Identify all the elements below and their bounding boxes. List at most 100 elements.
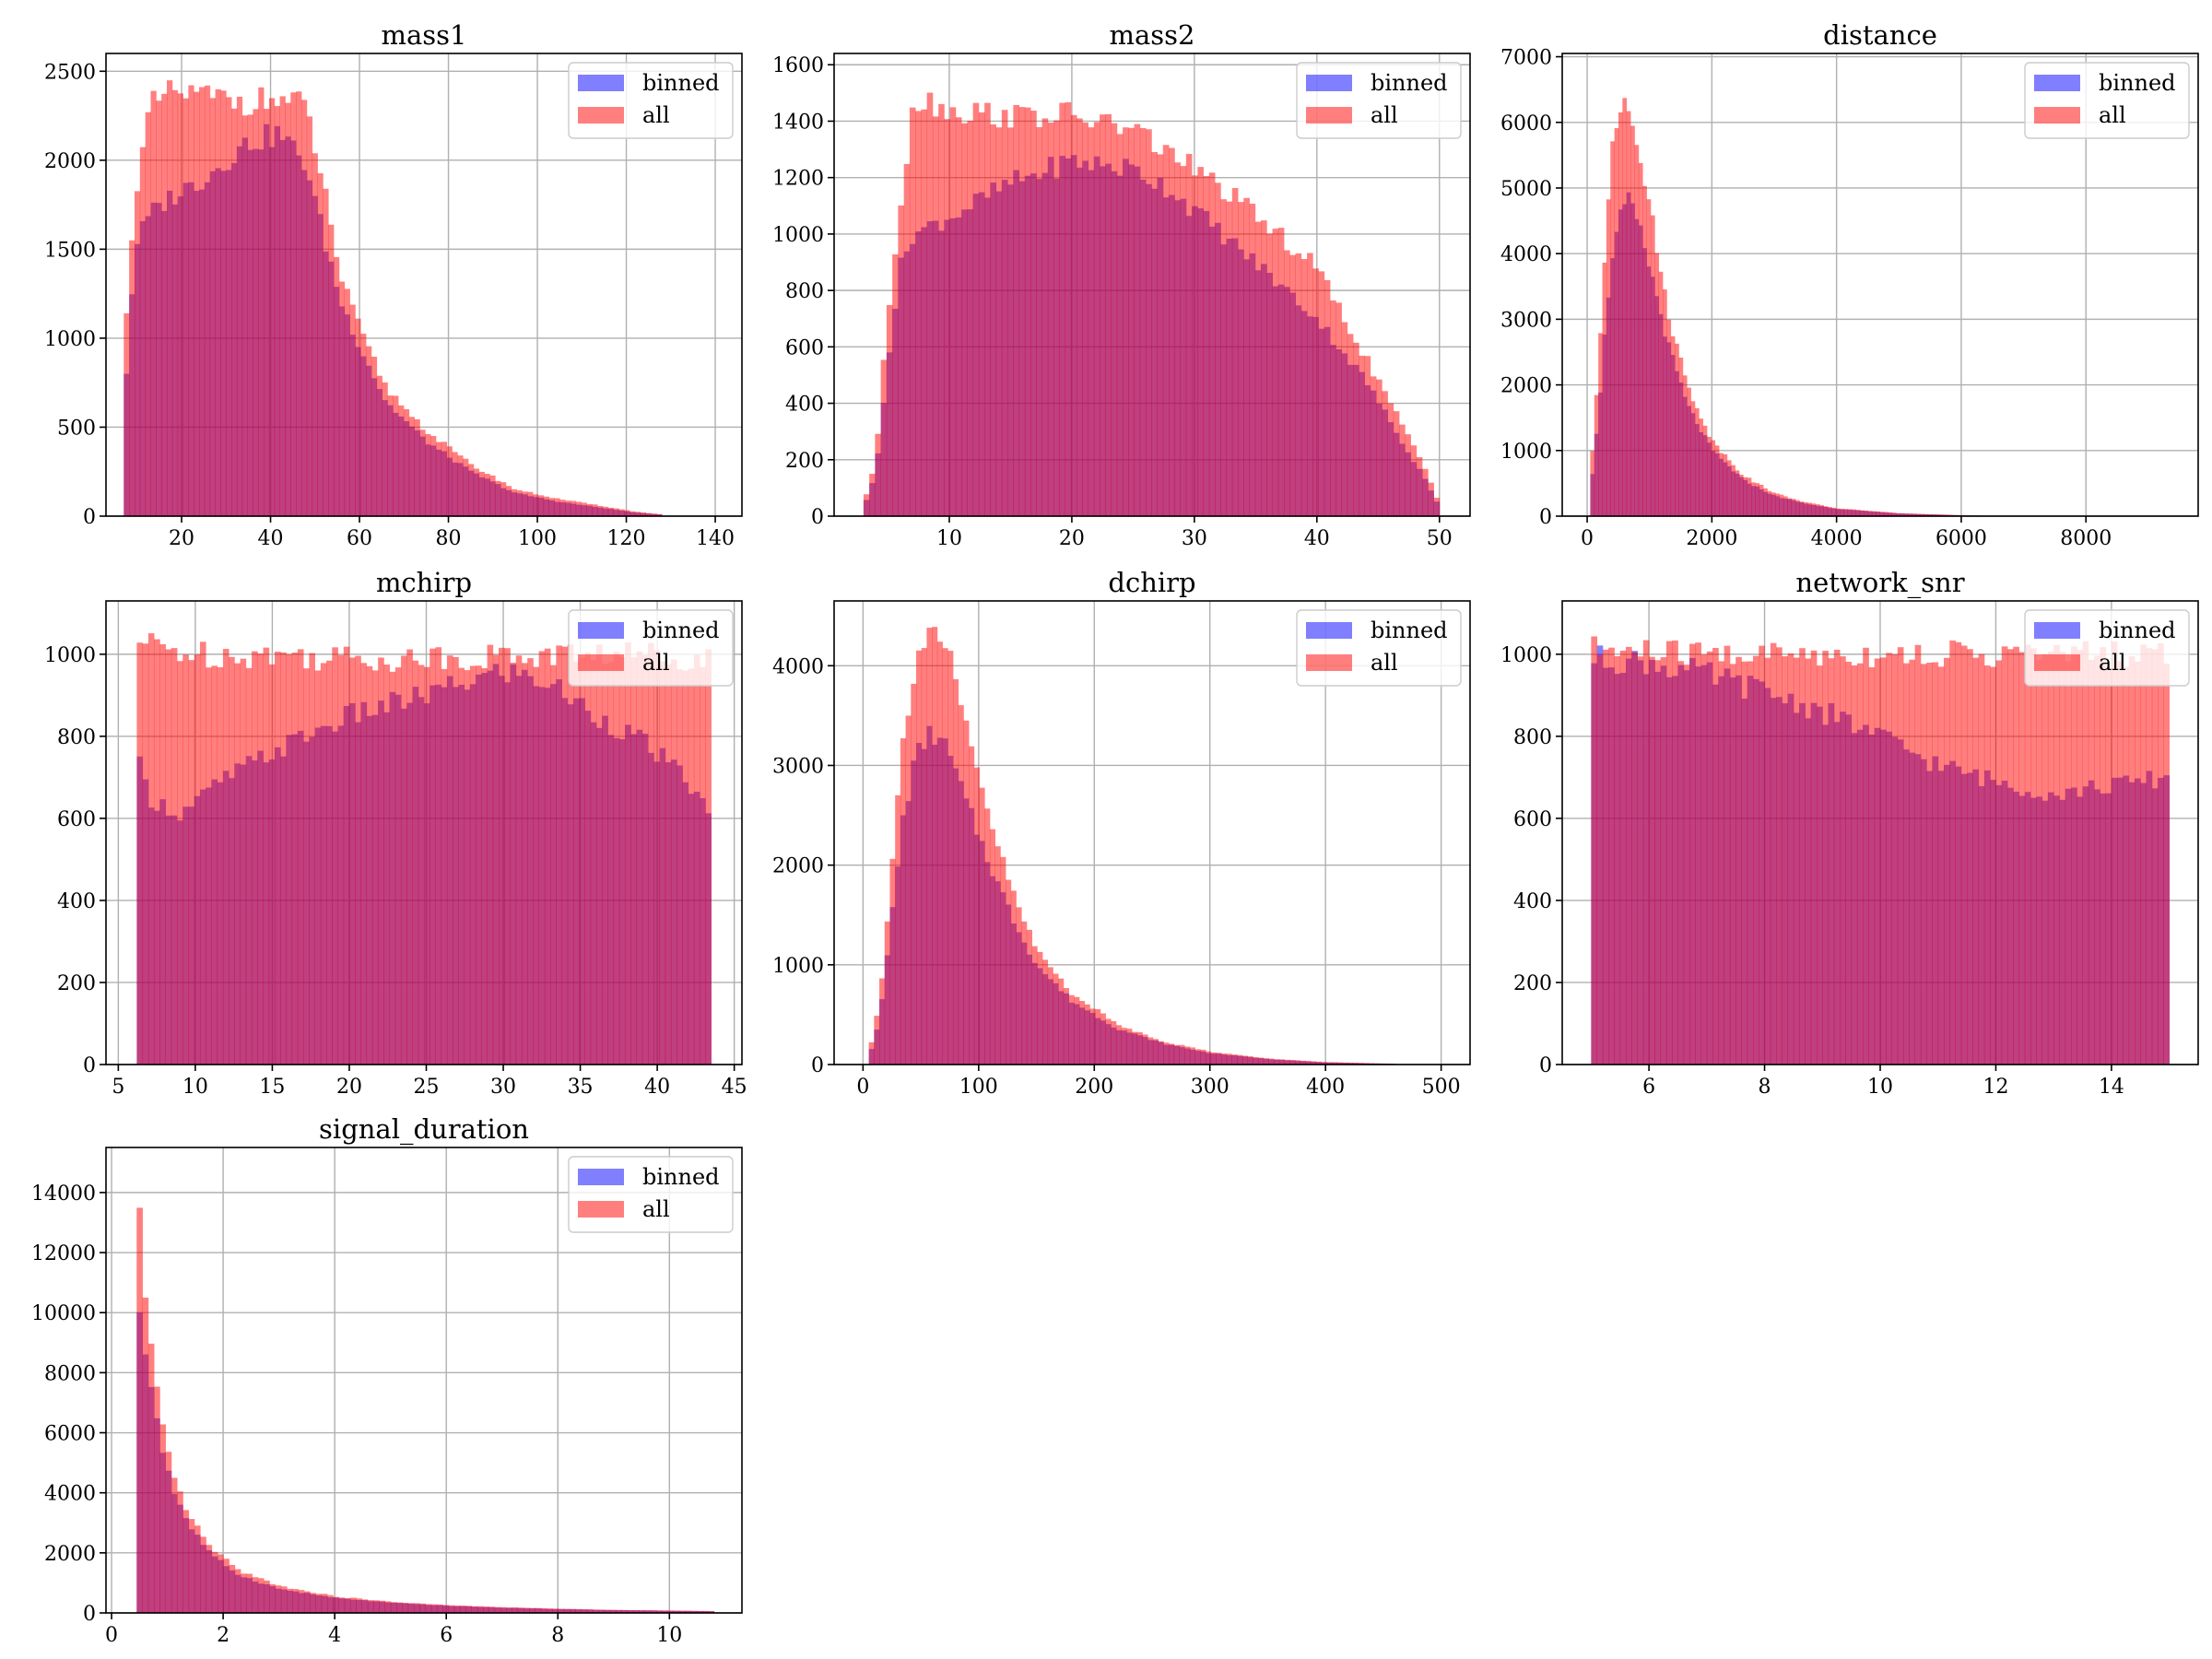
bar-all <box>682 670 689 1065</box>
bar-all <box>1376 379 1382 516</box>
bar-all <box>211 665 218 1065</box>
bar-all <box>453 1606 461 1613</box>
bar-all <box>1803 501 1808 516</box>
bar-all <box>510 663 517 1065</box>
y-tick-label: 2000 <box>44 1543 96 1566</box>
bar-all <box>424 666 430 1065</box>
bar-all <box>2158 643 2164 1065</box>
y-tick-label: 500 <box>57 417 96 440</box>
bar-all <box>1805 658 1812 1065</box>
bar-all <box>156 100 162 516</box>
bar-all <box>1116 134 1124 516</box>
bar-all <box>1295 1060 1301 1065</box>
bar-all <box>408 417 415 516</box>
bar-all <box>154 1386 160 1613</box>
bar-all <box>979 787 985 1065</box>
bar-all <box>567 644 574 1065</box>
y-tick-label: 200 <box>57 972 96 995</box>
bars <box>136 633 712 1065</box>
bar-all <box>188 1519 195 1613</box>
y-tick-label: 6000 <box>44 1423 96 1446</box>
bar-all <box>292 1589 300 1613</box>
bar-all <box>1147 1037 1154 1065</box>
legend-swatch <box>1306 622 1352 639</box>
bar-all <box>1330 300 1336 516</box>
bar-all <box>435 441 442 516</box>
bar-all <box>467 464 475 516</box>
bar-all <box>1944 657 1950 1065</box>
y-tick-label: 600 <box>57 808 96 831</box>
bar-all <box>538 651 546 1065</box>
bar-all <box>665 664 672 1065</box>
bar-all <box>1912 513 1917 516</box>
bar-all <box>150 90 157 516</box>
bar-all <box>344 288 350 516</box>
axes-frame <box>105 600 743 1065</box>
y-tick-label: 4000 <box>772 655 824 678</box>
bar-all <box>1731 465 1735 516</box>
bar-all <box>268 664 276 1065</box>
bar-all <box>484 474 490 516</box>
bar-all <box>700 666 706 1065</box>
bar-all <box>1295 253 1302 516</box>
bar-all <box>1077 118 1083 517</box>
bar-all <box>1637 656 1644 1065</box>
bar-all <box>1723 453 1728 516</box>
x-tick-label: 40 <box>1304 527 1330 550</box>
bar-all <box>633 1610 640 1613</box>
bar-all <box>211 1551 218 1613</box>
bar-all <box>136 1207 143 1613</box>
bar-all <box>1247 1056 1253 1065</box>
legend-label: binned <box>642 1164 720 1190</box>
bar-all <box>969 746 975 1065</box>
bar-all <box>1868 666 1876 1065</box>
chart-title: network_snr <box>1795 567 1964 599</box>
bar-all <box>1815 504 1820 516</box>
bar-all <box>1215 182 1221 516</box>
bar-all <box>1695 642 1701 1065</box>
bar-all <box>575 1608 582 1613</box>
bar-all <box>595 644 603 1065</box>
bar-all <box>2013 646 2019 1065</box>
bar-all <box>376 375 382 516</box>
bar-all <box>559 500 566 516</box>
bar-all <box>1254 221 1262 517</box>
bar-all <box>355 655 361 1065</box>
bar-all <box>1831 507 1836 516</box>
bar-all <box>592 504 598 516</box>
bar-all <box>1047 967 1053 1065</box>
bar-all <box>527 491 534 516</box>
bar-all <box>1631 652 1638 1065</box>
bar-all <box>458 667 465 1065</box>
bar-all <box>303 668 310 1065</box>
bar-all <box>1883 512 1888 516</box>
chart-network-snr: 6 8 10 12 14 0 200 400 600 800 1000 network_snrbinn… <box>1500 567 2199 1099</box>
bar-all <box>944 119 951 516</box>
bar-all <box>1670 335 1676 516</box>
bar-all <box>1422 468 1429 516</box>
bar-all <box>332 647 338 1065</box>
bar-all <box>1888 512 1893 516</box>
y-tick-label: 1200 <box>772 168 824 191</box>
legend-label: all <box>642 650 670 676</box>
bar-all <box>465 1606 473 1613</box>
bar-all <box>414 418 420 516</box>
bar-all <box>448 1605 455 1613</box>
bar-all <box>1914 644 1922 1065</box>
bar-all <box>1610 141 1616 516</box>
bar-all <box>452 452 458 516</box>
bar-all <box>383 665 391 1065</box>
bar-all <box>1105 113 1112 516</box>
bar-all <box>200 1536 206 1613</box>
bar-all <box>1185 154 1193 516</box>
bar-all <box>1759 485 1764 516</box>
bar-all <box>1819 505 1824 516</box>
bar-all <box>1859 510 1865 516</box>
bar-all <box>875 433 882 516</box>
bar-all <box>1606 199 1611 516</box>
bar-all <box>286 653 293 1065</box>
bar-all <box>926 628 933 1065</box>
bar-all <box>182 1510 190 1613</box>
y-tick-label: 1000 <box>44 644 96 667</box>
bar-all <box>1042 959 1049 1065</box>
